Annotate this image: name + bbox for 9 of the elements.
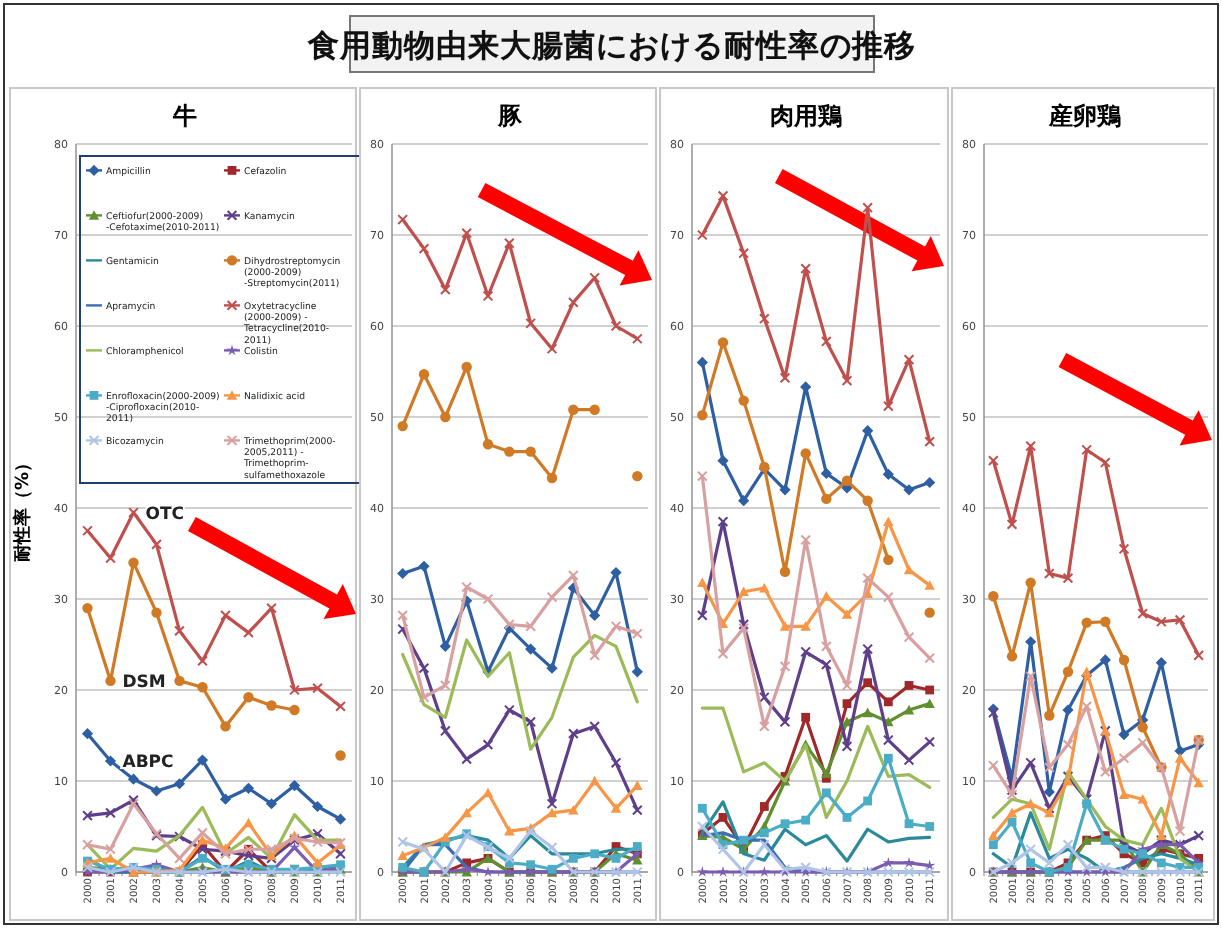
chart-title: 産卵鶏 (1047, 102, 1121, 130)
chart-title: 肉用鶏 (770, 102, 842, 130)
chart-title: 牛 (171, 102, 197, 130)
annotation: ABPC (122, 752, 174, 773)
y-axis-title: 耐性率（%） (12, 453, 34, 563)
annotation: OTC (145, 504, 185, 525)
text: 食用動物由来大腸菌における耐性率の推移 (306, 28, 916, 64)
chart-title: 豚 (496, 102, 524, 130)
annotation: DSM (122, 672, 166, 693)
